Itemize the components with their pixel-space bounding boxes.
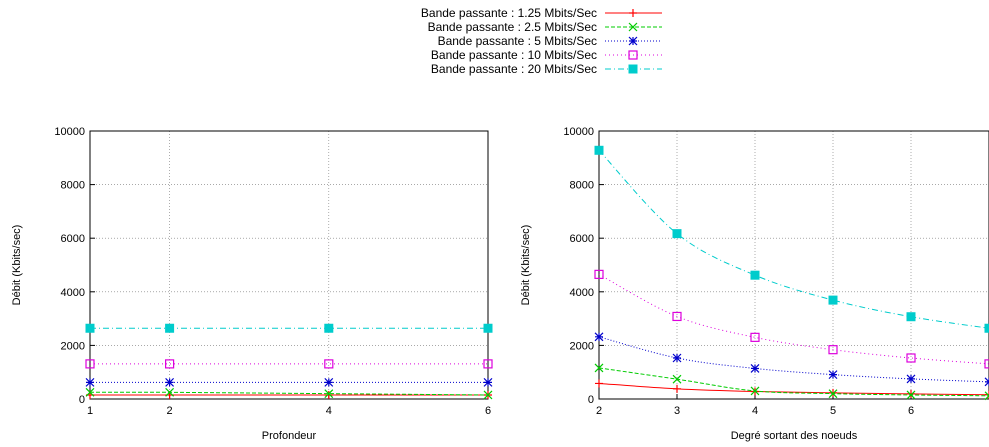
data-point-s2-6 <box>984 391 989 401</box>
data-point-s1-3 <box>324 390 333 399</box>
data-point-s2-3 <box>324 389 334 399</box>
x-tick-label: 2 <box>596 405 602 417</box>
x-tick-label: 4 <box>752 405 758 417</box>
data-point-s5-1 <box>594 145 604 155</box>
data-point-s2-1 <box>85 387 95 397</box>
data-point-s5-4 <box>483 323 493 333</box>
series-line-2 <box>90 391 489 396</box>
y-tick-label: 10000 <box>54 126 85 138</box>
data-point-s5-3 <box>750 270 760 280</box>
y-tick-label: 4000 <box>570 287 594 299</box>
legend-marker-2 <box>628 22 638 32</box>
y-tick-label: 8000 <box>570 180 594 192</box>
data-point-s3-4 <box>828 370 838 380</box>
data-point-s2-5 <box>906 390 916 400</box>
x-tick-label: 6 <box>485 405 491 417</box>
data-point-s2-4 <box>483 390 493 400</box>
x-axis-label: Degré sortant des noeuds <box>731 430 858 442</box>
data-point-s2-3 <box>750 386 760 396</box>
y-tick-label: 0 <box>588 394 594 406</box>
y-tick-label: 4000 <box>61 287 85 299</box>
y-tick-label: 10000 <box>563 126 594 138</box>
data-point-s2-2 <box>165 387 175 397</box>
data-point-s4-5 <box>906 353 916 363</box>
y-tick-label: 6000 <box>570 233 594 245</box>
x-tick-label: 3 <box>674 405 680 417</box>
series-line-5 <box>598 149 989 329</box>
data-point-s4-3 <box>324 359 334 369</box>
x-tick-label: 4 <box>326 405 332 417</box>
data-point-s2-4 <box>828 389 838 399</box>
data-point-s4-4 <box>828 345 838 355</box>
legend-label-4: Bande passante : 10 Mbits/Sec <box>431 48 597 62</box>
data-point-s3-6 <box>984 377 989 387</box>
legend-label-3: Bande passante : 5 Mbits/Sec <box>438 34 597 48</box>
data-point-s3-1 <box>85 377 95 387</box>
plot-frame <box>89 130 489 400</box>
chart-profondeur: 0 2000 4000 6000 8000 10000 1 2 4 6 Profondeur Débi… <box>11 126 493 442</box>
y-tick-label: 2000 <box>570 340 594 352</box>
data-point-s1-2 <box>673 384 681 393</box>
series-line-3 <box>598 336 989 383</box>
data-point-s5-2 <box>165 323 175 333</box>
data-point-s5-4 <box>828 295 838 305</box>
series-line-2 <box>598 367 989 397</box>
chart-degre-sortant: 0 2000 4000 6000 8000 10000 2 3 4 5 6 Degré sortant… <box>520 126 989 442</box>
y-tick-label: 8000 <box>61 180 85 192</box>
series-line-4 <box>598 273 989 365</box>
data-point-s1-6 <box>985 390 989 399</box>
data-point-s2-1 <box>594 363 604 373</box>
series-line-1 <box>598 382 989 396</box>
data-point-s4-3 <box>750 332 760 342</box>
legend-marker-4 <box>628 50 638 60</box>
y-tick-label: 6000 <box>61 233 85 245</box>
y-axis-label: Débit (Kbits/sec) <box>520 225 532 306</box>
data-point-s4-1 <box>85 359 95 369</box>
legend-marker-5 <box>628 64 638 74</box>
x-tick-label: 2 <box>167 405 173 417</box>
data-point-s3-3 <box>324 377 334 387</box>
data-point-s5-1 <box>85 323 95 333</box>
data-point-s3-3 <box>750 364 760 373</box>
data-point-s5-2 <box>672 229 682 239</box>
data-point-s3-2 <box>165 377 175 387</box>
y-axis-label: Débit (Kbits/sec) <box>11 225 23 306</box>
data-point-s4-4 <box>483 359 493 369</box>
legend-label-5: Bande passante : 20 Mbits/Sec <box>431 62 597 76</box>
data-point-s1-5 <box>907 389 915 398</box>
data-point-s4-1 <box>594 269 604 279</box>
x-tick-label: 6 <box>908 405 914 417</box>
x-tick-label: 5 <box>830 405 836 417</box>
data-point-s2-2 <box>672 374 682 384</box>
data-point-s5-5 <box>906 312 916 322</box>
legend-marker-1 <box>629 9 637 17</box>
data-point-s1-1 <box>595 379 603 388</box>
plot-frame <box>598 130 989 400</box>
data-point-s3-1 <box>594 332 604 342</box>
data-point-s3-5 <box>906 374 916 384</box>
x-axis-label: Profondeur <box>262 430 317 442</box>
data-point-s5-3 <box>324 323 334 333</box>
legend-label-2: Bande passante : 2.5 Mbits/Sec <box>428 20 597 34</box>
legend-label-1: Bande passante : 1.25 Mbits/Sec <box>421 6 597 20</box>
data-point-s3-2 <box>672 353 682 363</box>
data-point-s4-2 <box>165 359 175 369</box>
data-point-s5-6 <box>984 323 989 333</box>
y-tick-label: 2000 <box>61 340 85 352</box>
x-tick-label: 1 <box>87 405 93 417</box>
y-tick-label: 0 <box>79 394 85 406</box>
data-point-s3-4 <box>483 377 493 387</box>
data-point-s4-2 <box>672 311 682 322</box>
legend-marker-3 <box>628 36 638 46</box>
data-point-s4-6 <box>984 359 989 369</box>
